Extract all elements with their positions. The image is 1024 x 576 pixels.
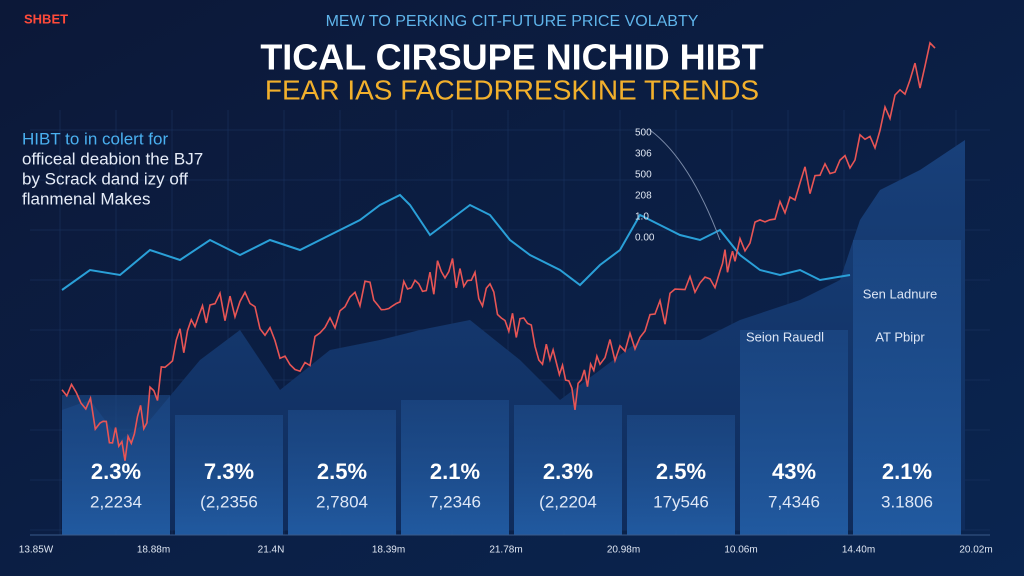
x-label: 21.4N [258, 545, 285, 556]
side-text: by Scrack dand izy off [22, 169, 188, 188]
panel [514, 405, 622, 535]
annotation: Seion Rauedl [746, 329, 824, 344]
side-text: HIBT to in colert for [22, 129, 168, 148]
annotation: AT Pbipr [875, 329, 925, 344]
scale-label: 500 [635, 170, 652, 181]
x-label: 20.98m [607, 545, 640, 556]
leader [649, 129, 721, 241]
panel-value: 2,7804 [316, 492, 368, 511]
scale-label: 500 [635, 128, 652, 139]
kicker: MEW TO PERKING CIT-FUTURE PRICE VOLABTY [326, 13, 699, 30]
panel-value: (2,2356 [200, 492, 258, 511]
panel [627, 415, 735, 535]
scale-label: 208 [635, 191, 652, 202]
annotation: Sen Ladnure [863, 286, 937, 301]
panel-value: 7,2346 [429, 492, 481, 511]
x-label: 14.40m [842, 545, 875, 556]
panel-percent: 43% [772, 459, 816, 484]
panel [853, 240, 961, 535]
panel-percent: 2.1% [882, 459, 932, 484]
panel-percent: 2.1% [430, 459, 480, 484]
panel-value: (2,2204 [539, 492, 597, 511]
panel [288, 410, 396, 535]
panel-percent: 2.5% [656, 459, 706, 484]
scale-label: 306 [635, 149, 652, 160]
x-label: 18.88m [137, 545, 170, 556]
subtitle: FEAR IAS FACEDRRESKINE TRENDS [265, 74, 759, 105]
panel [175, 415, 283, 535]
panel-value: 7,4346 [768, 492, 820, 511]
x-label: 13.85W [19, 545, 54, 556]
side-text: flanmenal Makes [22, 189, 151, 208]
panel-percent: 7.3% [204, 459, 254, 484]
x-label: 10.06m [724, 545, 757, 556]
panel [401, 400, 509, 535]
panel-value: 2,2234 [90, 492, 142, 511]
x-label: 20.02m [959, 545, 992, 556]
panel [62, 395, 170, 535]
scale-label: 1.0 [635, 212, 649, 223]
panel [740, 330, 848, 535]
panel-value: 17y546 [653, 492, 709, 511]
panel-percent: 2.3% [543, 459, 593, 484]
panel-value: 3.1806 [881, 492, 933, 511]
panel-percent: 2.5% [317, 459, 367, 484]
panel-percent: 2.3% [91, 459, 141, 484]
red-line [61, 41, 936, 461]
side-text: officeal deabion the BJ7 [22, 149, 203, 168]
area [62, 140, 965, 530]
scale-label: 0.00 [635, 233, 655, 244]
x-label: 18.39m [372, 545, 405, 556]
blue-line [61, 193, 851, 291]
x-label: 21.78m [489, 545, 522, 556]
title: TICAL CIRSUPE NICHID HIBT [260, 37, 763, 78]
logo: SHBET [24, 11, 68, 26]
